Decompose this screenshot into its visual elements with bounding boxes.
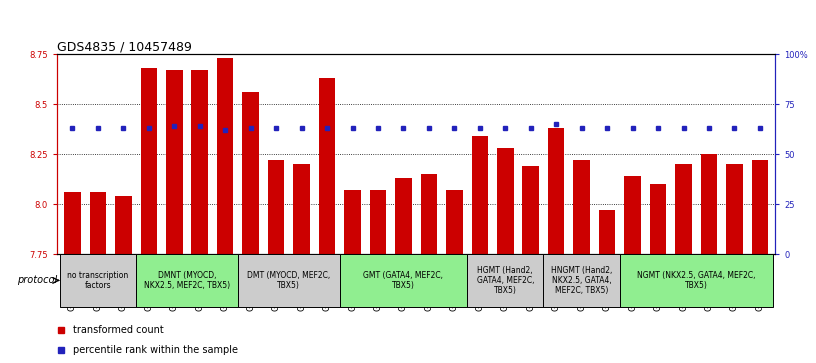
- Bar: [650, 184, 667, 254]
- Text: HNGMT (Hand2,
NKX2.5, GATA4,
MEF2C, TBX5): HNGMT (Hand2, NKX2.5, GATA4, MEF2C, TBX5…: [551, 265, 612, 295]
- Text: HGMT (Hand2,
GATA4, MEF2C,
TBX5): HGMT (Hand2, GATA4, MEF2C, TBX5): [477, 265, 534, 295]
- Text: NGMT (NKX2.5, GATA4, MEF2C,
TBX5): NGMT (NKX2.5, GATA4, MEF2C, TBX5): [637, 271, 756, 290]
- Bar: [420, 174, 437, 254]
- Bar: [115, 196, 131, 254]
- Bar: [64, 192, 81, 254]
- Bar: [599, 210, 615, 254]
- Bar: [726, 164, 743, 254]
- Text: no transcription
factors: no transcription factors: [67, 271, 128, 290]
- Text: DMT (MYOCD, MEF2C,
TBX5): DMT (MYOCD, MEF2C, TBX5): [247, 271, 330, 290]
- Bar: [497, 148, 513, 254]
- Bar: [548, 128, 565, 254]
- Text: percentile rank within the sample: percentile rank within the sample: [73, 345, 238, 355]
- Bar: [701, 154, 717, 254]
- Bar: [472, 136, 488, 254]
- Bar: [574, 160, 590, 254]
- Bar: [60, 254, 136, 307]
- Bar: [446, 190, 463, 254]
- Bar: [293, 164, 310, 254]
- Bar: [522, 166, 539, 254]
- Bar: [217, 58, 233, 254]
- Bar: [543, 254, 620, 307]
- Text: GDS4835 / 10457489: GDS4835 / 10457489: [57, 40, 192, 53]
- Text: protocol: protocol: [17, 276, 58, 285]
- Bar: [166, 70, 183, 254]
- Bar: [339, 254, 467, 307]
- Bar: [620, 254, 773, 307]
- Bar: [344, 190, 361, 254]
- Bar: [370, 190, 386, 254]
- Bar: [268, 160, 285, 254]
- Text: transformed count: transformed count: [73, 325, 164, 335]
- Bar: [319, 78, 335, 254]
- Bar: [238, 254, 339, 307]
- Bar: [624, 176, 641, 254]
- Bar: [676, 164, 692, 254]
- Bar: [395, 178, 412, 254]
- Bar: [90, 192, 106, 254]
- Bar: [752, 160, 768, 254]
- Text: GMT (GATA4, MEF2C,
TBX5): GMT (GATA4, MEF2C, TBX5): [363, 271, 443, 290]
- Bar: [140, 68, 157, 254]
- Bar: [136, 254, 238, 307]
- Bar: [242, 92, 259, 254]
- Bar: [192, 70, 208, 254]
- Bar: [467, 254, 543, 307]
- Text: DMNT (MYOCD,
NKX2.5, MEF2C, TBX5): DMNT (MYOCD, NKX2.5, MEF2C, TBX5): [144, 271, 230, 290]
